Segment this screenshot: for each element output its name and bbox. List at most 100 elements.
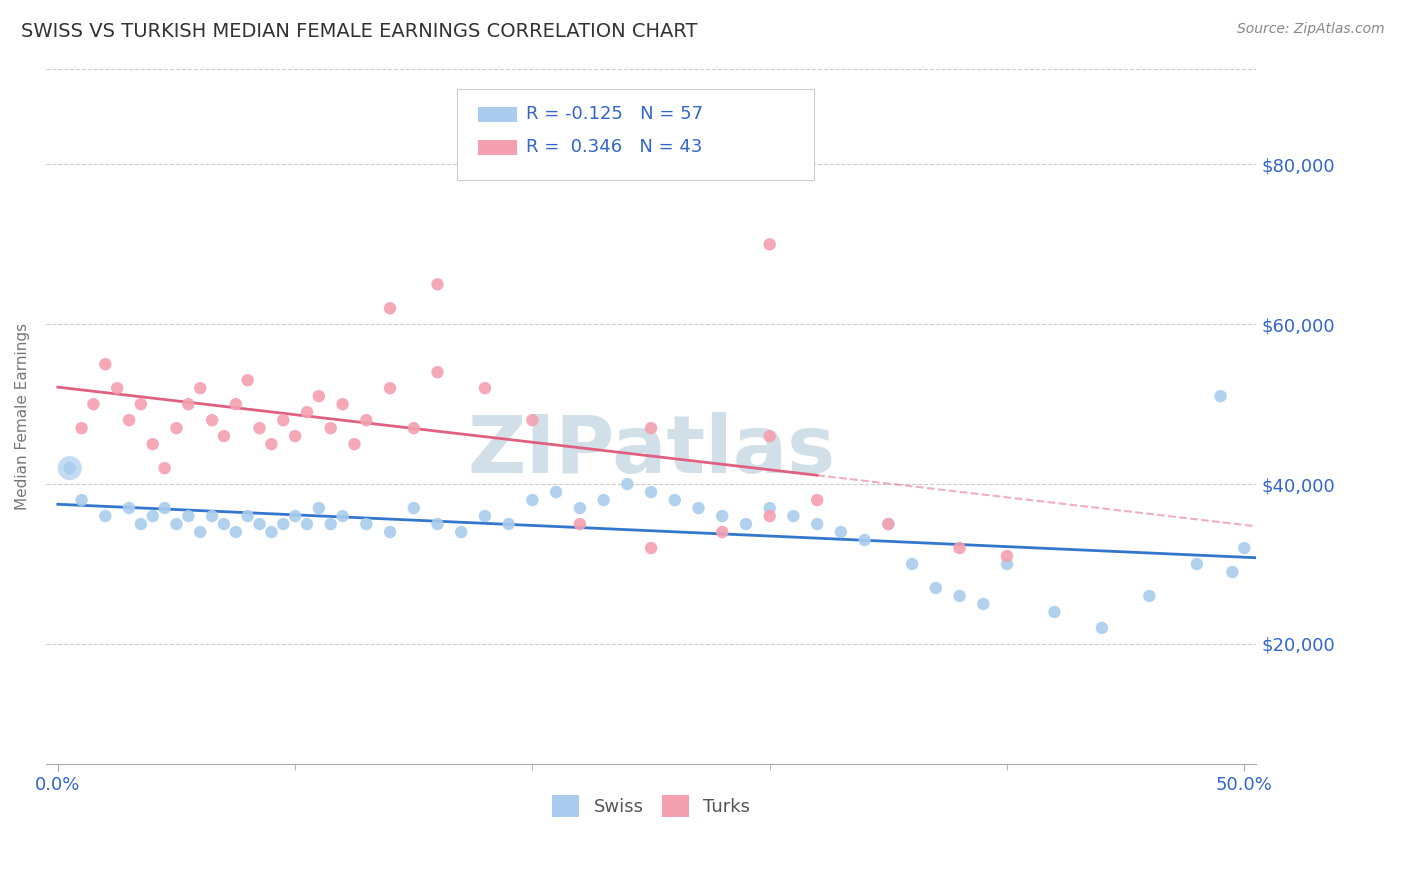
Point (925, 581, 948, 595)
FancyBboxPatch shape (478, 107, 517, 122)
Point (249, 517, 271, 532)
Point (319, 517, 342, 532)
Point (592, 493, 614, 508)
Point (782, 509, 804, 524)
Point (82, 397, 104, 411)
Point (901, 557, 924, 571)
Point (70, 493, 93, 508)
Point (225, 524, 247, 539)
Point (402, 501, 425, 516)
Point (295, 517, 318, 532)
Point (308, 389, 330, 403)
Point (1222, 565, 1244, 579)
Point (188, 381, 211, 395)
Point (118, 501, 141, 516)
Point (450, 524, 472, 539)
Point (426, 517, 449, 532)
Point (236, 509, 259, 524)
Point (129, 397, 152, 411)
Point (142, 509, 165, 524)
Point (711, 524, 734, 539)
Point (640, 485, 662, 500)
Point (94, 357, 117, 371)
Text: R =  0.346   N = 43: R = 0.346 N = 43 (526, 138, 703, 156)
Point (271, 413, 294, 427)
Point (806, 517, 828, 532)
Point (1209, 389, 1232, 403)
Point (972, 597, 994, 611)
Point (877, 517, 900, 532)
Point (260, 437, 283, 451)
Point (212, 429, 235, 443)
Point (319, 421, 342, 435)
Point (1233, 541, 1256, 555)
Point (166, 421, 188, 435)
Point (664, 493, 686, 508)
Point (212, 517, 235, 532)
Point (995, 557, 1018, 571)
Point (59, 461, 82, 475)
Point (153, 501, 176, 516)
Point (830, 524, 852, 539)
Point (735, 517, 758, 532)
Point (522, 493, 544, 508)
Point (153, 461, 176, 475)
Point (378, 524, 401, 539)
Point (758, 237, 780, 252)
Point (129, 517, 152, 532)
Point (498, 517, 520, 532)
Point (1043, 605, 1066, 619)
Point (59, 461, 82, 475)
Point (356, 413, 378, 427)
Point (236, 373, 259, 387)
Point (711, 509, 734, 524)
Point (308, 501, 330, 516)
Point (568, 517, 591, 532)
Y-axis label: Median Female Earnings: Median Female Earnings (15, 323, 30, 509)
Point (402, 421, 425, 435)
Point (343, 437, 366, 451)
Point (188, 524, 211, 539)
Legend: Swiss, Turks: Swiss, Turks (544, 788, 758, 824)
Text: ZIPatlas: ZIPatlas (467, 412, 835, 490)
Point (995, 549, 1018, 563)
Point (271, 517, 294, 532)
Point (295, 405, 318, 419)
Point (546, 485, 568, 500)
Point (877, 517, 900, 532)
Point (284, 429, 307, 443)
Point (378, 301, 401, 316)
Point (1091, 621, 1114, 635)
Point (177, 397, 200, 411)
Point (474, 381, 496, 395)
FancyBboxPatch shape (457, 89, 814, 180)
Point (474, 509, 496, 524)
Point (853, 533, 876, 547)
Point (688, 501, 710, 516)
Point (105, 381, 128, 395)
Point (640, 421, 662, 435)
Point (166, 517, 188, 532)
Point (260, 524, 283, 539)
Point (177, 509, 200, 524)
Text: R = -0.125   N = 57: R = -0.125 N = 57 (526, 104, 703, 123)
Point (568, 501, 591, 516)
Point (249, 421, 271, 435)
Point (332, 397, 354, 411)
Point (201, 509, 224, 524)
Point (225, 397, 247, 411)
Point (1137, 589, 1160, 603)
Point (426, 277, 449, 292)
Point (70, 421, 93, 435)
Point (616, 477, 638, 491)
Text: SWISS VS TURKISH MEDIAN FEMALE EARNINGS CORRELATION CHART: SWISS VS TURKISH MEDIAN FEMALE EARNINGS … (21, 22, 697, 41)
Point (201, 413, 224, 427)
Text: Source: ZipAtlas.com: Source: ZipAtlas.com (1237, 22, 1385, 37)
Point (94, 509, 117, 524)
Point (356, 517, 378, 532)
FancyBboxPatch shape (478, 140, 517, 155)
Point (522, 413, 544, 427)
Point (118, 413, 141, 427)
Point (758, 509, 780, 524)
Point (758, 501, 780, 516)
